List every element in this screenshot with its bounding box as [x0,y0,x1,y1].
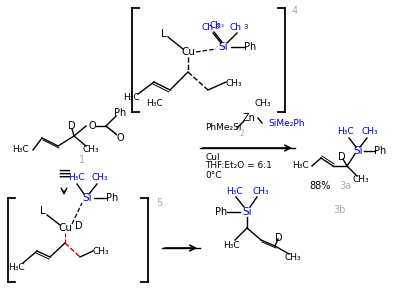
Text: Ch: Ch [201,22,213,31]
Text: Ch: Ch [209,20,221,29]
Text: D: D [338,152,346,162]
Text: CH₃: CH₃ [255,99,271,109]
Text: H₃C: H₃C [146,99,162,109]
Text: 3b: 3b [334,205,346,215]
Text: H₃C: H₃C [8,262,24,272]
Text: H₃C: H₃C [337,128,353,137]
Text: 2: 2 [240,128,244,137]
Text: THF:Et₂O = 6:1: THF:Et₂O = 6:1 [205,162,272,170]
Text: ₃: ₃ [221,22,223,28]
Text: CH₃: CH₃ [92,173,108,183]
Text: PhMe₂Si: PhMe₂Si [205,124,242,132]
Text: CH₃: CH₃ [285,253,301,262]
Text: ≡: ≡ [57,165,71,183]
Text: 5: 5 [156,198,162,208]
Text: H₃C: H₃C [223,242,239,251]
Text: Si: Si [82,193,92,203]
Text: 3a: 3a [339,181,351,191]
Text: Zn: Zn [242,113,256,123]
Text: Cu: Cu [58,223,72,233]
Text: Ch: Ch [230,22,242,31]
Text: CH₃: CH₃ [353,175,369,185]
Text: Si: Si [218,42,228,52]
Text: H₃C: H₃C [123,94,139,103]
Text: Ph: Ph [244,42,256,52]
Text: H₃C: H₃C [68,173,84,183]
Text: Si: Si [242,207,252,217]
Text: 4: 4 [292,6,298,16]
Text: D: D [275,233,283,243]
Text: H₃C: H₃C [12,145,28,154]
Text: CH₃: CH₃ [93,247,109,255]
Text: 88%: 88% [309,181,331,191]
Text: D: D [75,221,83,231]
Text: Ph: Ph [215,207,227,217]
Text: Ph: Ph [114,108,126,118]
Text: 0°C: 0°C [205,170,222,179]
Text: Ph: Ph [106,193,118,203]
Text: 3: 3 [215,24,219,30]
Text: Ph: Ph [374,146,386,156]
Text: Si: Si [353,146,363,156]
Text: D: D [68,121,76,131]
Text: CH₃: CH₃ [226,79,242,88]
Text: O: O [116,133,124,143]
Text: Cu: Cu [181,47,195,57]
Text: L: L [40,206,46,216]
Text: CH₃: CH₃ [83,145,99,154]
Text: CuI: CuI [205,153,220,162]
Text: CH₃: CH₃ [362,128,378,137]
Text: 3: 3 [244,24,248,30]
Text: SiMe₂Ph: SiMe₂Ph [268,118,304,128]
Text: H₃C: H₃C [292,162,308,170]
Text: O: O [88,121,96,131]
Text: CH₃: CH₃ [253,187,269,196]
Text: 1: 1 [79,155,85,165]
Text: H₃C: H₃C [226,187,242,196]
Text: L: L [161,29,167,39]
